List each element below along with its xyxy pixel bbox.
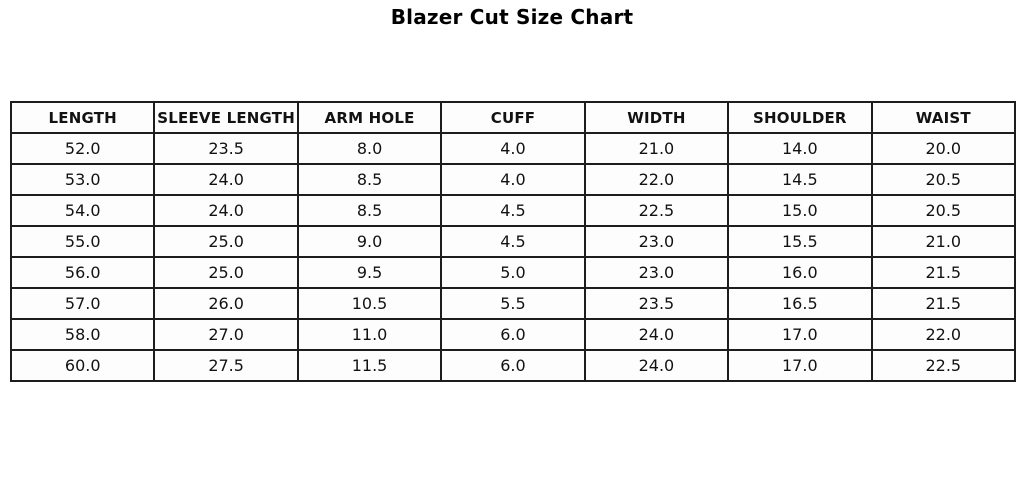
table-cell: 52.0 — [9, 132, 156, 165]
table-row: 56.0 25.0 9.5 5.0 23.0 16.0 21.5 — [9, 256, 1017, 289]
table-cell: 25.0 — [153, 225, 299, 258]
table-cell: 24.0 — [583, 318, 730, 351]
table-cell: 25.0 — [153, 256, 299, 289]
column-header-cuff: CUFF — [440, 101, 586, 134]
table-cell: 16.5 — [727, 287, 873, 320]
column-header-arm-hole: ARM HOLE — [296, 101, 443, 134]
table-cell: 22.0 — [583, 163, 730, 196]
table-cell: 9.0 — [296, 225, 443, 258]
table-cell: 20.5 — [870, 194, 1017, 227]
table-cell: 4.0 — [440, 132, 586, 165]
table-row: 54.0 24.0 8.5 4.5 22.5 15.0 20.5 — [9, 194, 1017, 227]
table-row: 57.0 26.0 10.5 5.5 23.5 16.5 21.5 — [9, 287, 1017, 320]
table-cell: 26.0 — [153, 287, 299, 320]
table-cell: 10.5 — [296, 287, 443, 320]
table-row: 55.0 25.0 9.0 4.5 23.0 15.5 21.0 — [9, 225, 1017, 258]
table-cell: 56.0 — [9, 256, 156, 289]
table-cell: 8.5 — [296, 194, 443, 227]
table-cell: 24.0 — [153, 163, 299, 196]
table-cell: 16.0 — [727, 256, 873, 289]
table-cell: 22.5 — [870, 349, 1017, 382]
table-header-row: LENGTH SLEEVE LENGTH ARM HOLE CUFF WIDTH… — [9, 101, 1017, 134]
column-header-shoulder: SHOULDER — [727, 101, 873, 134]
table-cell: 23.5 — [583, 287, 730, 320]
table-cell: 8.0 — [296, 132, 443, 165]
column-header-sleeve-length: SLEEVE LENGTH — [153, 101, 299, 134]
table-row: 52.0 23.5 8.0 4.0 21.0 14.0 20.0 — [9, 132, 1017, 165]
table-cell: 17.0 — [727, 318, 873, 351]
table-cell: 58.0 — [9, 318, 156, 351]
table-body: 52.0 23.5 8.0 4.0 21.0 14.0 20.0 53.0 24… — [9, 132, 1017, 382]
table-row: 53.0 24.0 8.5 4.0 22.0 14.5 20.5 — [9, 163, 1017, 196]
table-cell: 53.0 — [9, 163, 156, 196]
table-cell: 15.0 — [727, 194, 873, 227]
table-cell: 21.0 — [583, 132, 730, 165]
table-cell: 27.5 — [153, 349, 299, 382]
table-cell: 22.5 — [583, 194, 730, 227]
table-cell: 5.0 — [440, 256, 586, 289]
table-row: 58.0 27.0 11.0 6.0 24.0 17.0 22.0 — [9, 318, 1017, 351]
table-row: 60.0 27.5 11.5 6.0 24.0 17.0 22.5 — [9, 349, 1017, 382]
table-cell: 14.5 — [727, 163, 873, 196]
table-cell: 17.0 — [727, 349, 873, 382]
table-cell: 21.5 — [870, 256, 1017, 289]
table-cell: 5.5 — [440, 287, 586, 320]
table-cell: 21.5 — [870, 287, 1017, 320]
table-cell: 11.5 — [296, 349, 443, 382]
table-cell: 6.0 — [440, 318, 586, 351]
table-cell: 4.5 — [440, 225, 586, 258]
table-cell: 54.0 — [9, 194, 156, 227]
table-cell: 4.0 — [440, 163, 586, 196]
column-header-length: LENGTH — [9, 101, 156, 134]
column-header-width: WIDTH — [583, 101, 730, 134]
column-header-waist: WAIST — [870, 101, 1017, 134]
page-title: Blazer Cut Size Chart — [390, 5, 634, 29]
table-cell: 27.0 — [153, 318, 299, 351]
table-cell: 21.0 — [870, 225, 1017, 258]
table-cell: 55.0 — [9, 225, 156, 258]
table-cell: 22.0 — [870, 318, 1017, 351]
table-cell: 8.5 — [296, 163, 443, 196]
table-cell: 6.0 — [440, 349, 586, 382]
table-cell: 20.5 — [870, 163, 1017, 196]
table-cell: 15.5 — [727, 225, 873, 258]
table-cell: 60.0 — [9, 349, 156, 382]
table-cell: 57.0 — [9, 287, 156, 320]
table-cell: 23.0 — [583, 256, 730, 289]
table-cell: 14.0 — [727, 132, 873, 165]
size-chart-table: LENGTH SLEEVE LENGTH ARM HOLE CUFF WIDTH… — [9, 101, 1017, 382]
table-cell: 23.0 — [583, 225, 730, 258]
table-cell: 4.5 — [440, 194, 586, 227]
table-cell: 24.0 — [583, 349, 730, 382]
table-cell: 20.0 — [870, 132, 1017, 165]
table-cell: 9.5 — [296, 256, 443, 289]
table-cell: 11.0 — [296, 318, 443, 351]
table-header: LENGTH SLEEVE LENGTH ARM HOLE CUFF WIDTH… — [9, 101, 1017, 134]
table-cell: 24.0 — [153, 194, 299, 227]
table-cell: 23.5 — [153, 132, 299, 165]
